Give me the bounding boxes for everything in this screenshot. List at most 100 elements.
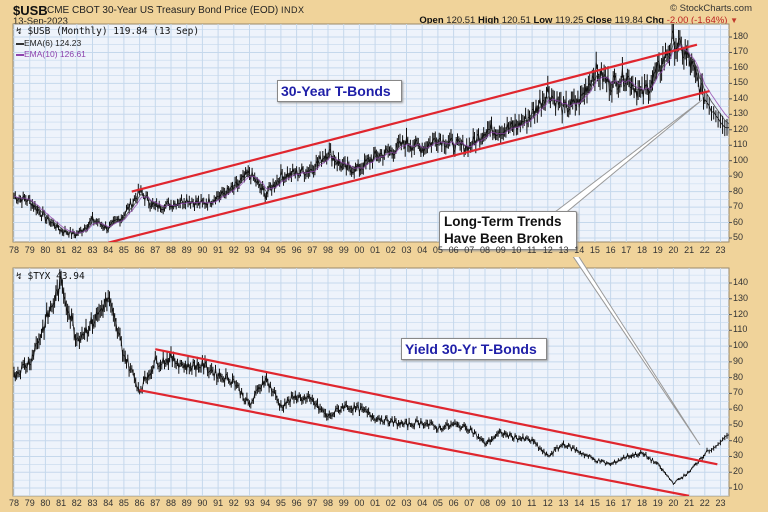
x-tick-label: 79 — [24, 498, 35, 508]
x-tick-label: 02 — [385, 498, 396, 508]
x-tick-label: 78 — [9, 498, 20, 508]
x-tick-label: 93 — [244, 498, 255, 508]
y-tick-label: 160 — [733, 61, 749, 72]
x-tick-label: 99 — [338, 498, 349, 508]
y-tick-label: 120 — [733, 123, 749, 134]
x-tick-label: 83 — [87, 245, 98, 255]
annotation-30yr-tbonds: 30-Year T-Bonds — [277, 80, 402, 102]
x-tick-label: 96 — [291, 498, 302, 508]
chg-label: Chg — [645, 15, 665, 26]
x-tick-label: 23 — [715, 245, 726, 255]
x-tick-label: 86 — [134, 498, 145, 508]
y-tick-label: 40 — [733, 434, 744, 445]
x-tick-label: 23 — [715, 498, 726, 508]
y-tick-label: 100 — [733, 340, 749, 351]
y-tick-label: 140 — [733, 92, 749, 103]
x-tick-label: 08 — [480, 498, 491, 508]
x-tick-label: 22 — [699, 498, 710, 508]
x-tick-label: 00 — [354, 245, 365, 255]
chart-type-icon: ↯ — [16, 271, 22, 282]
y-tick-label: 130 — [733, 108, 749, 119]
symbol-label: $USB — [13, 3, 48, 18]
x-tick-label: 02 — [385, 245, 396, 255]
x-tick-label: 13 — [558, 245, 569, 255]
x-tick-label: 17 — [621, 245, 632, 255]
x-tick-label: 14 — [574, 498, 585, 508]
x-tick-label: 21 — [684, 498, 695, 508]
tyx-legend-text: $TYX 43.94 — [27, 271, 85, 282]
y-tick-label: 70 — [733, 201, 744, 212]
x-tick-label: 15 — [589, 498, 600, 508]
y-tick-label: 30 — [733, 450, 744, 461]
x-tick-label: 06 — [448, 245, 459, 255]
y-tick-label: 70 — [733, 387, 744, 398]
x-tick-label: 87 — [150, 245, 161, 255]
title-text: CME CBOT 30-Year US Treasury Bond Price … — [47, 5, 279, 16]
x-tick-label: 18 — [637, 245, 648, 255]
y-tick-label: 110 — [733, 324, 748, 335]
x-tick-label: 99 — [338, 245, 349, 255]
x-tick-label: 92 — [228, 245, 239, 255]
x-tick-label: 00 — [354, 498, 365, 508]
x-tick-label: 84 — [103, 245, 114, 255]
x-tick-label: 16 — [605, 245, 616, 255]
x-tick-label: 10 — [511, 498, 522, 508]
x-tick-label: 04 — [417, 498, 428, 508]
x-tick-label: 18 — [637, 498, 648, 508]
y-tick-label: 120 — [733, 308, 749, 319]
ohlc-summary: Open 120.51 High 120.51 Low 119.25 Close… — [419, 15, 738, 26]
usb-legend-text: $USB (Monthly) 119.84 (13 Sep) — [27, 26, 200, 37]
x-tick-label: 95 — [275, 245, 286, 255]
x-tick-label: 90 — [197, 498, 208, 508]
x-tick-label: 80 — [40, 245, 51, 255]
chart-title: CME CBOT 30-Year US Treasury Bond Price … — [47, 5, 304, 16]
x-tick-label: 98 — [323, 498, 334, 508]
y-tick-label: 10 — [733, 482, 744, 492]
x-tick-label: 94 — [260, 245, 271, 255]
y-tick-label: 80 — [733, 371, 744, 382]
y-tick-label: 150 — [733, 77, 749, 88]
x-tick-label: 85 — [118, 498, 129, 508]
x-tick-label: 78 — [9, 245, 20, 255]
x-tick-label: 84 — [103, 498, 114, 508]
credit-link[interactable]: © StockCharts.com — [670, 3, 752, 14]
y-tick-label: 180 — [733, 31, 749, 41]
x-tick-label: 13 — [558, 498, 569, 508]
ema10-legend: EMA(10) 126.61 — [16, 49, 86, 59]
x-tick-label: 05 — [432, 245, 443, 255]
chg-value: -2.00 (-1.64%) — [666, 15, 728, 26]
y-tick-label: 90 — [733, 170, 744, 181]
ema6-text: EMA(6) 124.23 — [24, 38, 82, 48]
x-tick-label: 81 — [56, 245, 67, 255]
ema6-swatch — [16, 42, 24, 45]
x-tick-label: 07 — [464, 245, 475, 255]
x-tick-label: 14 — [574, 245, 585, 255]
x-tick-label: 03 — [401, 245, 412, 255]
x-tick-label: 86 — [134, 245, 145, 255]
x-tick-label: 04 — [417, 245, 428, 255]
x-tick-label: 88 — [166, 498, 177, 508]
x-tick-label: 79 — [24, 245, 35, 255]
y-tick-label: 170 — [733, 46, 749, 57]
down-arrow-icon: ▼ — [730, 16, 738, 25]
y-tick-label: 20 — [733, 466, 744, 477]
annotation-yield-tbonds: Yield 30-Yr T-Bonds — [401, 338, 547, 360]
close-label: Close — [586, 15, 612, 26]
x-tick-label: 91 — [213, 498, 224, 508]
callout-line-2: Have Been Broken — [444, 231, 564, 246]
x-tick-label: 06 — [448, 498, 459, 508]
x-tick-label: 89 — [181, 245, 192, 255]
x-tick-label: 82 — [71, 498, 82, 508]
chart-date: 13-Sep-2023 — [13, 16, 68, 27]
x-tick-label: 87 — [150, 498, 161, 508]
x-tick-label: 98 — [323, 245, 334, 255]
x-tick-label: 19 — [652, 245, 663, 255]
x-tick-label: 11 — [527, 498, 537, 508]
open-label: Open — [419, 15, 444, 26]
x-tick-label: 92 — [228, 498, 239, 508]
x-tick-label: 01 — [370, 245, 381, 255]
x-tick-label: 80 — [40, 498, 51, 508]
ema10-swatch — [16, 53, 24, 56]
x-tick-label: 85 — [118, 245, 129, 255]
